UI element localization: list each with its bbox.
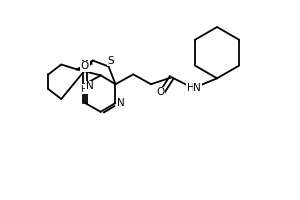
Text: O: O (157, 87, 165, 97)
Text: H: H (187, 83, 194, 93)
Text: N: N (194, 83, 201, 93)
Text: H: H (81, 85, 87, 94)
Text: N: N (86, 81, 94, 91)
Text: N: N (116, 98, 124, 108)
Text: O: O (81, 61, 89, 71)
Text: S: S (107, 56, 114, 66)
